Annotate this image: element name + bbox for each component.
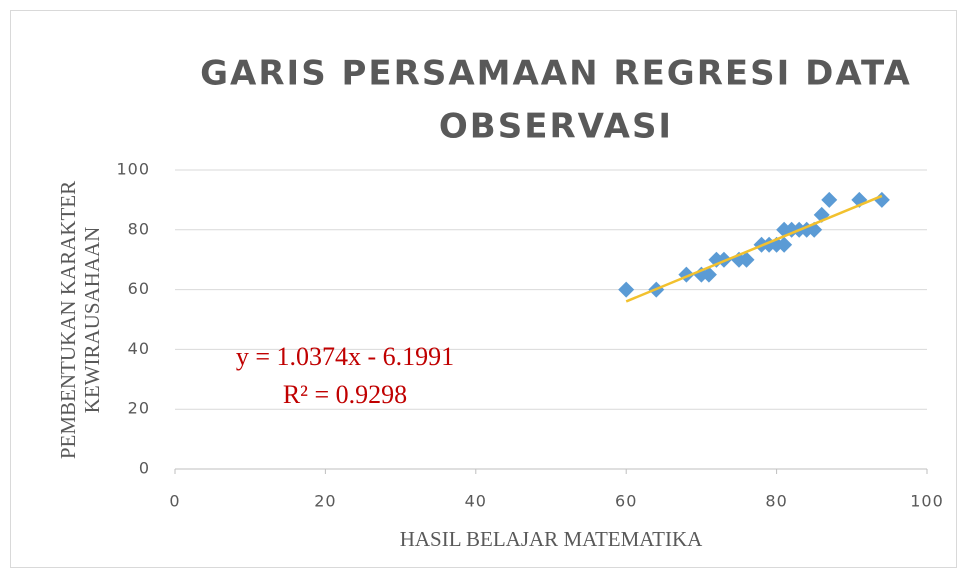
x-tick-label: 80 — [765, 492, 787, 511]
r-squared: R² = 0.9298 — [283, 380, 407, 409]
trendline-equation: y = 1.0374x - 6.1991 — [236, 342, 454, 371]
y-axis-label: PEMBENTUKAN KARAKTER — [56, 181, 80, 459]
y-tick-label: 60 — [128, 279, 150, 298]
y-tick-label: 100 — [116, 160, 150, 179]
data-point — [738, 251, 755, 268]
data-point — [618, 281, 635, 298]
data-point — [776, 236, 793, 253]
x-tick-label: 100 — [910, 492, 944, 511]
x-tick-label: 60 — [615, 492, 637, 511]
y-tick-label: 40 — [128, 339, 150, 358]
x-tick-label: 20 — [314, 492, 336, 511]
data-point — [700, 266, 717, 283]
chart-title: OBSERVASI — [439, 107, 673, 147]
x-axis-label: HASIL BELAJAR MATEMATIKA — [400, 527, 703, 551]
y-tick-label: 20 — [128, 399, 150, 418]
x-tick-label: 40 — [465, 492, 487, 511]
y-axis-label: KEWIRAUSAHAAN — [80, 227, 104, 414]
chart-frame — [10, 10, 957, 568]
data-point — [821, 191, 838, 208]
y-tick-label: 80 — [128, 219, 150, 238]
y-axis-label-group: PEMBENTUKAN KARAKTER KEWIRAUSAHAAN — [56, 181, 104, 459]
data-point — [873, 191, 890, 208]
y-tick-label: 0 — [139, 459, 150, 478]
x-tick-label: 0 — [169, 492, 180, 511]
chart-title: GARIS PERSAMAAN REGRESI DATA — [200, 54, 912, 94]
trendline — [625, 194, 883, 303]
